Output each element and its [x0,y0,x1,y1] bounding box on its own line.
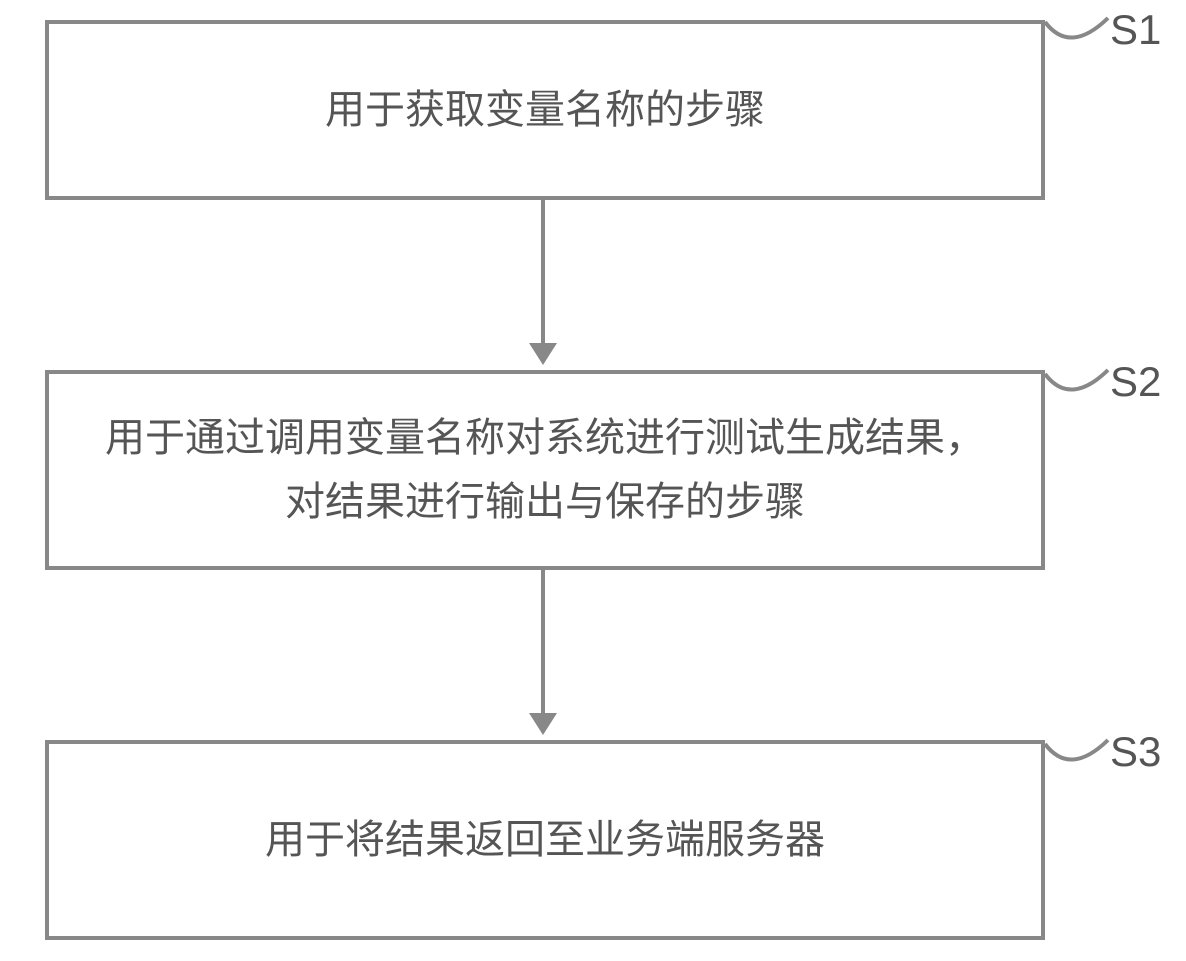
node-text: 用于将结果返回至业务端服务器 [265,808,825,872]
flowchart-node-s2: 用于通过调用变量名称对系统进行测试生成结果，对结果进行输出与保存的步骤 [45,370,1045,570]
flowchart-node-s1: 用于获取变量名称的步骤 [45,20,1045,200]
flowchart-container: 用于获取变量名称的步骤 S1 用于通过调用变量名称对系统进行测试生成结果，对结果… [0,0,1186,961]
arrow-s1-s2 [529,200,557,365]
flowchart-node-s3: 用于将结果返回至业务端服务器 [45,740,1045,940]
node-text: 用于通过调用变量名称对系统进行测试生成结果，对结果进行输出与保存的步骤 [89,406,1001,534]
step-label-s1: S1 [1110,6,1161,54]
label-connector-s3 [1040,732,1115,782]
step-label-s3: S3 [1110,728,1161,776]
arrow-s2-s3 [529,570,557,735]
label-connector-s2 [1040,362,1115,412]
node-text: 用于获取变量名称的步骤 [325,78,765,142]
step-label-s2: S2 [1110,358,1161,406]
label-connector-s1 [1040,10,1115,60]
